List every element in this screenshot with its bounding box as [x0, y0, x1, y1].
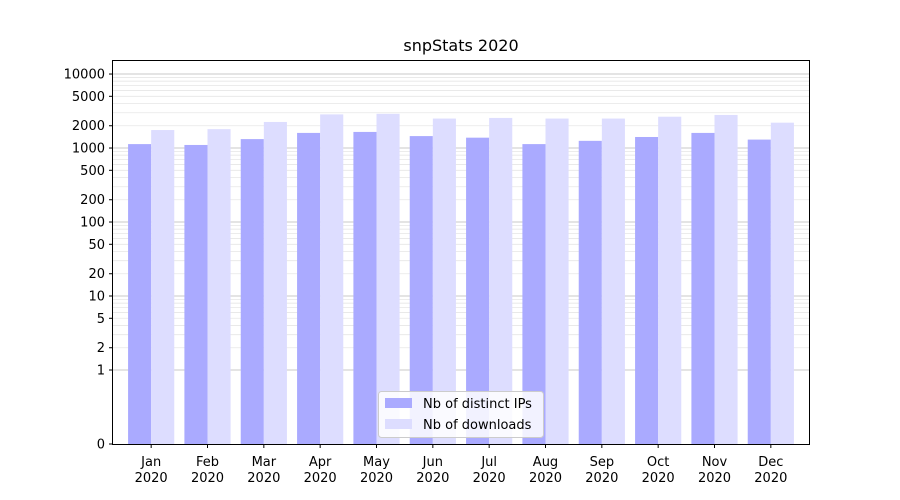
bar-downloads	[432, 118, 456, 445]
x-tick-year: 2020	[416, 471, 449, 486]
y-tick-label: 10000	[64, 68, 105, 83]
x-tick-year: 2020	[247, 471, 280, 486]
x-tick-month: Jul	[480, 455, 497, 470]
y-tick-label: 500	[80, 164, 105, 179]
bar-downloads	[658, 116, 682, 444]
bar-downloads	[770, 122, 794, 444]
x-tick-year: 2020	[698, 471, 731, 486]
bar-distinct-ips	[184, 144, 208, 445]
bar-downloads	[207, 129, 231, 444]
x-tick-label: Feb 2020	[191, 455, 224, 486]
legend-label: Nb of downloads	[423, 418, 532, 433]
bar-distinct-ips	[297, 132, 321, 444]
y-tick-label: 2000	[72, 119, 105, 134]
x-tick-month: Mar	[252, 455, 277, 470]
legend-box	[378, 391, 544, 438]
bar-distinct-ips	[409, 136, 433, 444]
bar-distinct-ips	[578, 140, 602, 444]
plot-frame	[112, 60, 810, 445]
x-tick-month: Sep	[590, 455, 615, 470]
x-tick-month: Aug	[533, 455, 558, 470]
bar-distinct-ips	[128, 144, 152, 444]
bar-downloads	[376, 113, 400, 445]
x-tick-label: May 2020	[360, 455, 393, 486]
y-tick-label: 5000	[72, 90, 105, 105]
bar-downloads	[151, 130, 175, 444]
x-tick-label: Apr 2020	[304, 455, 337, 486]
bar-downloads	[545, 118, 569, 445]
x-tick-month: Feb	[196, 455, 219, 470]
y-tick-label: 1000	[72, 142, 105, 157]
y-tick-label: 20	[88, 267, 105, 282]
x-tick-label: Nov 2020	[698, 455, 731, 486]
x-tick-year: 2020	[135, 471, 168, 486]
x-tick-year: 2020	[529, 471, 562, 486]
x-tick-label: Aug 2020	[529, 455, 562, 486]
bar-distinct-ips	[240, 139, 264, 445]
y-tick-label: 0	[97, 438, 105, 453]
x-tick-month: Jun	[422, 455, 443, 470]
bar-distinct-ips	[466, 137, 490, 445]
x-tick-year: 2020	[304, 471, 337, 486]
bar-downloads	[489, 117, 513, 445]
bars	[128, 113, 794, 445]
x-tick-month: Dec	[758, 455, 783, 470]
bar-downloads	[320, 114, 344, 444]
x-tick-label: Mar 2020	[247, 455, 280, 486]
bar-downloads	[263, 121, 287, 444]
x-tick-label: Jan 2020	[135, 455, 168, 486]
y-tick-label: 2	[97, 341, 105, 356]
bar-distinct-ips	[691, 132, 715, 444]
y-axis: 0 1 2 5 10 20 50 100 200 500 1000 2000 5000 10000	[64, 68, 113, 453]
x-tick-year: 2020	[473, 471, 506, 486]
x-tick-year: 2020	[191, 471, 224, 486]
x-tick-year: 2020	[642, 471, 675, 486]
x-tick-year: 2020	[360, 471, 393, 486]
legend-label: Nb of distinct IPs	[423, 397, 532, 412]
x-tick-month: Nov	[702, 455, 728, 470]
x-tick-label: Dec 2020	[754, 455, 787, 486]
x-tick-month: Oct	[647, 455, 669, 470]
x-tick-label: Jun 2020	[416, 455, 449, 486]
bar-downloads	[714, 114, 738, 444]
x-tick-label: Jul 2020	[473, 455, 506, 486]
y-tick-label: 10	[88, 290, 105, 305]
y-tick-label: 200	[80, 193, 105, 208]
x-tick-month: Apr	[309, 455, 332, 470]
bar-distinct-ips	[635, 136, 659, 445]
bar-distinct-ips	[353, 131, 377, 444]
y-tick-label: 5	[97, 312, 105, 327]
x-tick-year: 2020	[754, 471, 787, 486]
y-tick-label: 50	[88, 238, 105, 253]
bar-distinct-ips	[747, 139, 771, 444]
chart-title: snpStats 2020	[403, 36, 518, 55]
x-tick-year: 2020	[585, 471, 618, 486]
x-tick-label: Sep 2020	[585, 455, 618, 486]
y-tick-label: 100	[80, 216, 105, 231]
x-tick-month: May	[363, 455, 390, 470]
legend-swatch	[385, 419, 412, 429]
bar-downloads	[601, 118, 625, 445]
bar-distinct-ips	[522, 144, 546, 444]
x-tick-month: Jan	[140, 455, 161, 470]
x-tick-label: Oct 2020	[642, 455, 675, 486]
y-tick-label: 1	[97, 364, 105, 379]
legend: Nb of distinct IPs Nb of downloads	[378, 391, 544, 438]
legend-swatch	[385, 398, 412, 408]
